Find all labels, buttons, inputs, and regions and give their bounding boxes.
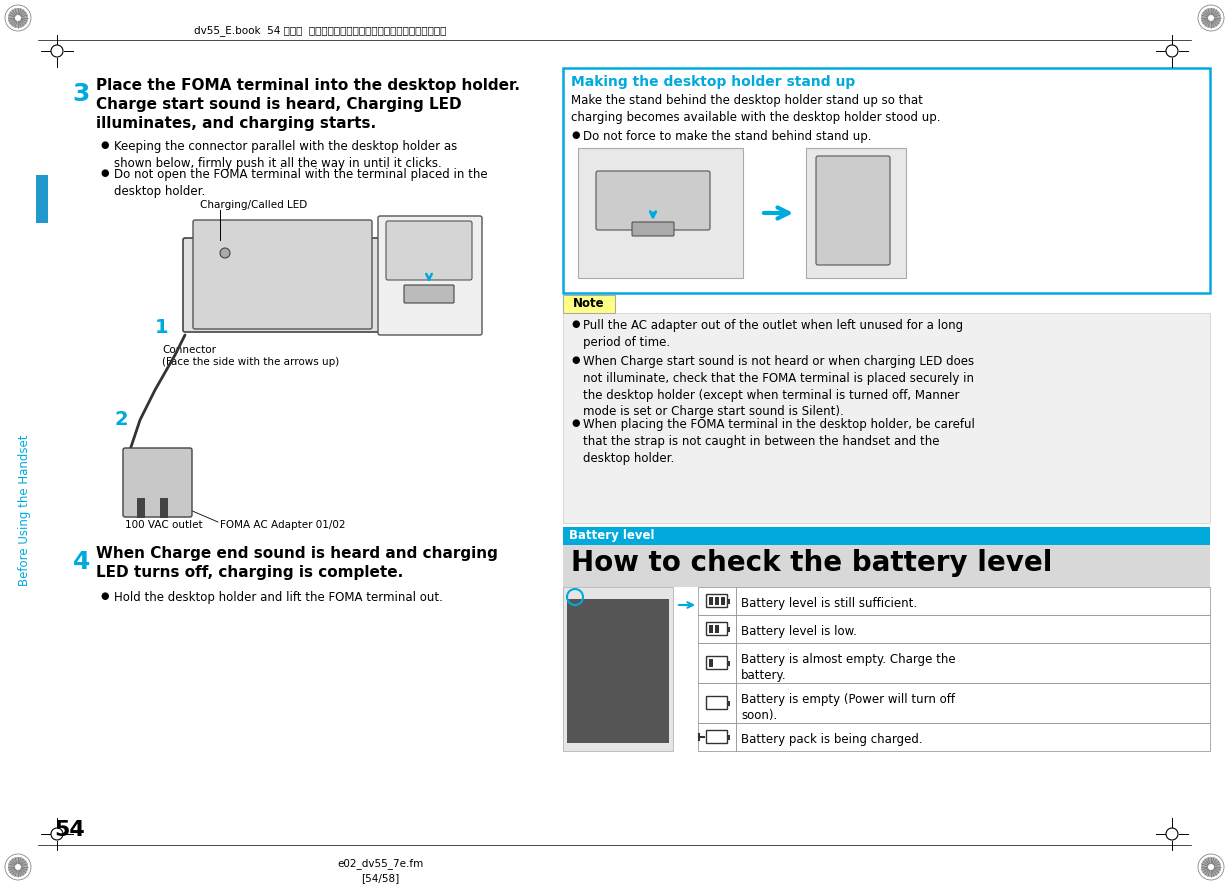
Bar [136,498,145,518]
Bar [721,597,725,605]
Circle shape [9,857,28,877]
Text: Place the FOMA terminal into the desktop holder.: Place the FOMA terminal into the desktop… [96,78,520,93]
FancyBboxPatch shape [596,171,710,230]
Text: ●: ● [571,355,580,365]
Bar [736,723,1211,751]
Text: Connector
(Face the side with the arrows up): Connector (Face the side with the arrows… [162,345,339,367]
FancyBboxPatch shape [707,696,728,710]
FancyBboxPatch shape [707,622,728,635]
Text: e02_dv55_7e.fm
[54/58]: e02_dv55_7e.fm [54/58] [337,858,423,883]
Bar [698,683,736,723]
FancyBboxPatch shape [632,222,673,236]
Text: ●: ● [100,140,108,150]
Bar [563,527,1211,545]
Bar [736,643,1211,683]
Text: Before Using the Handset: Before Using the Handset [18,435,32,586]
Text: illuminates, and charging starts.: illuminates, and charging starts. [96,116,376,131]
Text: dv55_E.book  54 ページ  ２００８年４月１７日　木曜日　午後２時１２分: dv55_E.book 54 ページ ２００８年４月１７日 木曜日 午後２時１２… [194,25,446,36]
Circle shape [9,8,28,28]
Text: Battery level is low.: Battery level is low. [741,625,857,638]
Text: Keeping the connector parallel with the desktop holder as
shown below, firmly pu: Keeping the connector parallel with the … [114,140,457,170]
FancyBboxPatch shape [707,595,728,607]
Text: Note: Note [573,297,605,310]
FancyBboxPatch shape [707,730,728,743]
Bar [736,683,1211,723]
Text: Pull the AC adapter out of the outlet when left unused for a long
period of time: Pull the AC adapter out of the outlet wh… [583,319,964,349]
Bar [736,587,1211,615]
Circle shape [15,864,21,870]
Text: 3: 3 [73,82,90,106]
Bar [736,615,1211,643]
Text: How to check the battery level: How to check the battery level [571,549,1052,577]
Circle shape [1208,864,1214,870]
Text: 3: 3 [390,215,403,234]
FancyBboxPatch shape [404,285,454,303]
Text: When Charge end sound is heard and charging: When Charge end sound is heard and charg… [96,546,498,561]
Bar [709,659,713,667]
Text: Battery is almost empty. Charge the
battery.: Battery is almost empty. Charge the batt… [741,653,956,682]
Text: Battery level: Battery level [569,529,655,542]
Bar [563,68,1211,293]
FancyBboxPatch shape [707,657,728,669]
FancyBboxPatch shape [839,237,882,264]
FancyBboxPatch shape [379,216,482,335]
Text: Do not force to make the stand behind stand up.: Do not force to make the stand behind st… [583,130,871,143]
Text: When Charge start sound is not heard or when charging LED does
not illuminate, c: When Charge start sound is not heard or … [583,355,975,419]
Text: Battery is empty (Power will turn off
soon).: Battery is empty (Power will turn off so… [741,693,955,722]
Bar [806,148,906,278]
Text: 100 VAC outlet: 100 VAC outlet [125,520,203,530]
Bar [728,735,730,740]
Bar [578,148,744,278]
FancyBboxPatch shape [183,238,387,332]
Text: When placing the FOMA terminal in the desktop holder, be careful
that the strap : When placing the FOMA terminal in the de… [583,418,975,465]
Circle shape [1201,8,1220,28]
Text: ●: ● [571,130,580,140]
Text: LED turns off, charging is complete.: LED turns off, charging is complete. [96,565,403,580]
Text: Do not open the FOMA terminal with the terminal placed in the
desktop holder.: Do not open the FOMA terminal with the t… [114,168,488,198]
Circle shape [15,15,21,21]
Text: ●: ● [100,168,108,178]
Bar [728,598,730,604]
FancyBboxPatch shape [123,448,192,517]
Text: Charging/Called LED: Charging/Called LED [200,200,307,210]
Text: ●: ● [571,319,580,329]
Bar [698,587,736,615]
Text: ●: ● [100,591,108,601]
Text: Charge start sound is heard, Charging LED: Charge start sound is heard, Charging LE… [96,97,462,112]
Bar [698,615,736,643]
Bar [36,175,48,223]
Bar [728,660,730,666]
Bar [715,625,719,633]
Bar [563,313,1211,523]
Text: 54: 54 [54,820,85,840]
Bar [698,723,736,751]
Text: 1: 1 [155,318,168,337]
Bar [715,597,719,605]
Text: Battery level is still sufficient.: Battery level is still sufficient. [741,597,917,610]
Bar [709,625,713,633]
Bar [160,498,168,518]
Bar [563,587,673,751]
Bar [563,545,1211,587]
Text: Make the stand behind the desktop holder stand up so that
charging becomes avail: Make the stand behind the desktop holder… [571,94,940,124]
Bar [709,597,713,605]
Text: 4: 4 [73,550,90,574]
FancyBboxPatch shape [816,156,890,265]
Bar [698,643,736,683]
Bar [728,627,730,632]
FancyBboxPatch shape [386,221,472,280]
Circle shape [220,248,230,258]
Bar [567,599,669,743]
Text: Hold the desktop holder and lift the FOMA terminal out.: Hold the desktop holder and lift the FOM… [114,591,442,604]
Text: Making the desktop holder stand up: Making the desktop holder stand up [571,75,855,89]
Circle shape [1208,15,1214,21]
Text: 2: 2 [114,410,128,429]
Text: ●: ● [571,418,580,428]
Bar [563,295,614,313]
Text: Battery pack is being charged.: Battery pack is being charged. [741,733,923,746]
Bar [728,701,730,705]
Text: FOMA AC Adapter 01/02: FOMA AC Adapter 01/02 [220,520,345,530]
Circle shape [1201,857,1220,877]
FancyBboxPatch shape [193,220,372,329]
